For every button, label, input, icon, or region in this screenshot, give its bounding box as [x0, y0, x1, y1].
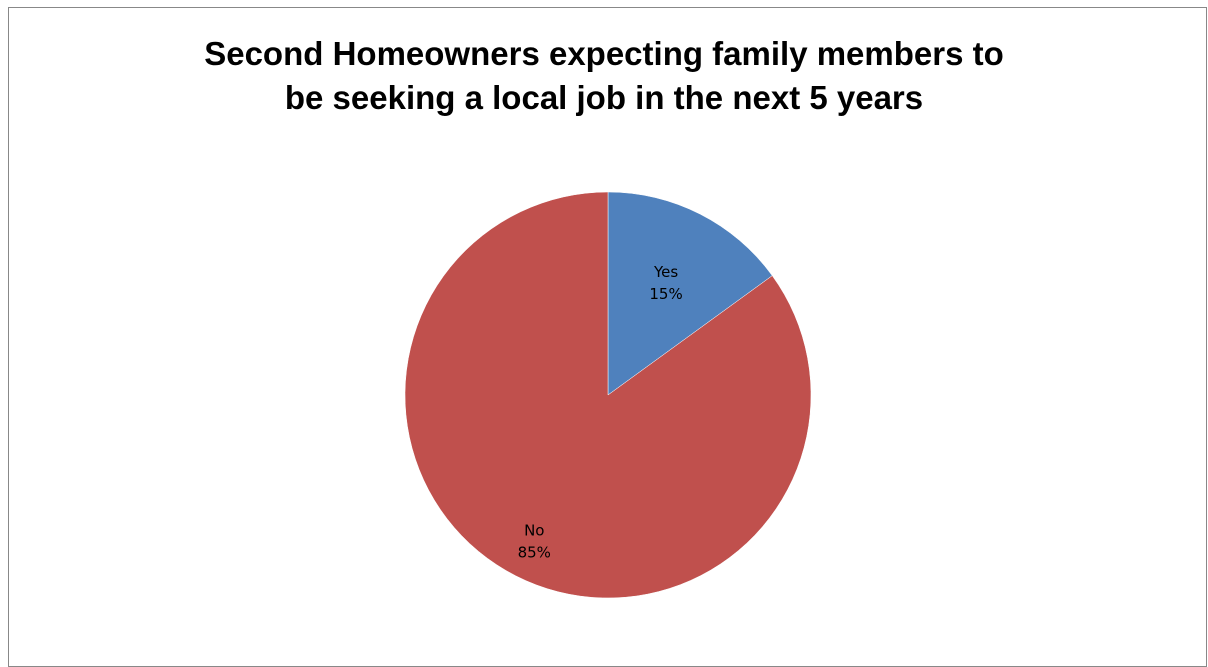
chart-title-line-1: Second Homeowners expecting family membe…: [204, 35, 1004, 72]
data-label-no-name: No: [524, 522, 544, 540]
chart-title-line-2: be seeking a local job in the next 5 yea…: [284, 79, 924, 116]
chart-title: Second Homeowners expecting family membe…: [0, 32, 1208, 120]
pie-slice-yes: [607, 191, 773, 396]
data-label-no-percent: 85%: [518, 544, 551, 562]
data-label-yes-percent: 15%: [649, 285, 682, 303]
data-label-yes-name: Yes: [653, 263, 678, 281]
pie-slice-no: [404, 191, 812, 599]
